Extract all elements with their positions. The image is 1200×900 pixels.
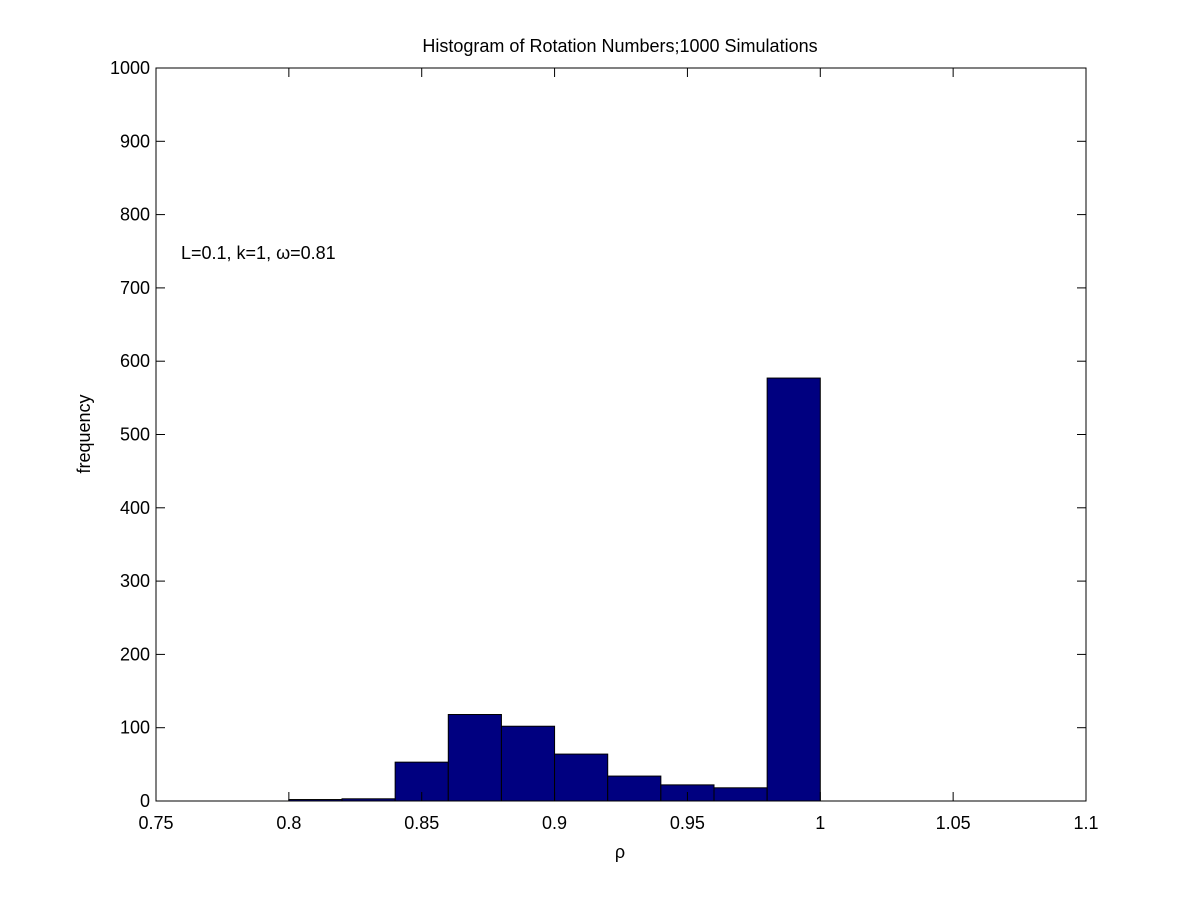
y-tick-label: 300 — [120, 571, 150, 591]
chart-annotation: L=0.1, k=1, ω=0.81 — [181, 243, 336, 263]
histogram-bar — [713, 787, 768, 802]
x-tick-label: 0.75 — [138, 813, 173, 833]
x-axis-label: ρ — [615, 842, 625, 862]
x-tick-label: 0.8 — [276, 813, 301, 833]
x-tick-label: 1.1 — [1073, 813, 1098, 833]
y-tick-label: 500 — [120, 425, 150, 445]
histogram-bar — [447, 714, 502, 802]
x-tick-label: 1 — [815, 813, 825, 833]
x-tick-label: 0.9 — [542, 813, 567, 833]
x-tick-label: 1.05 — [936, 813, 971, 833]
histogram-bar — [500, 725, 556, 802]
x-tick-label: 0.85 — [404, 813, 439, 833]
y-tick-label: 0 — [140, 791, 150, 811]
y-tick-label: 200 — [120, 644, 150, 664]
x-tick-label: 0.95 — [670, 813, 705, 833]
histogram-bar — [554, 753, 609, 802]
histogram-bar — [766, 377, 821, 802]
chart-title: Histogram of Rotation Numbers;1000 Simul… — [422, 36, 817, 56]
y-axis-label: frequency — [74, 394, 94, 473]
y-tick-label: 1000 — [110, 58, 150, 78]
y-tick-label: 100 — [120, 718, 150, 738]
y-tick-label: 400 — [120, 498, 150, 518]
y-tick-label: 800 — [120, 205, 150, 225]
y-tick-label: 900 — [120, 131, 150, 151]
y-tick-labels: 0 100 200 300 400 500 600 700 800 900 1000 — [110, 58, 150, 811]
axes-box — [155, 67, 1087, 802]
bars-group — [288, 377, 821, 802]
histogram-bar — [607, 775, 662, 802]
x-tick-labels: 0.75 0.8 0.85 0.9 0.95 1 1.05 1.1 — [138, 813, 1098, 833]
y-tick-label: 700 — [120, 278, 150, 298]
y-tick-label: 600 — [120, 351, 150, 371]
ticks-group — [155, 67, 1087, 802]
